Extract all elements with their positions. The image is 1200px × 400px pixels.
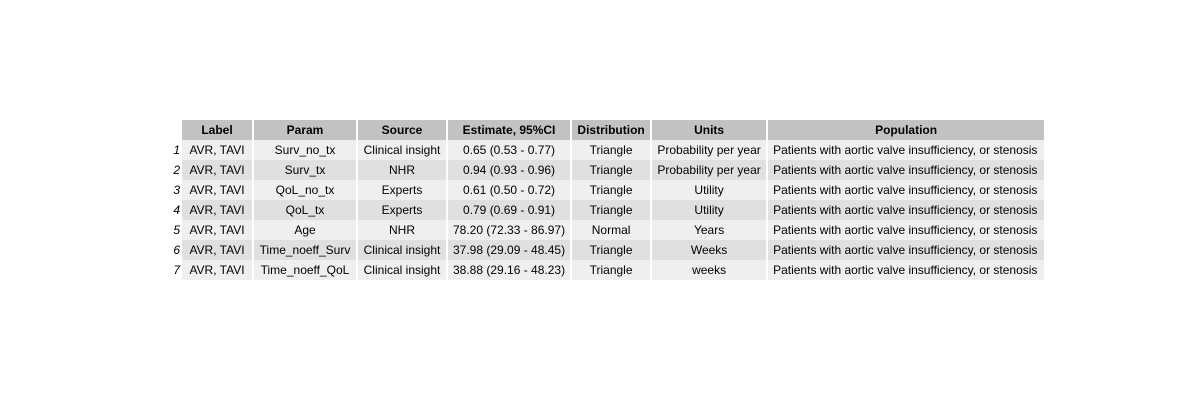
- cell-population: Patients with aortic valve insufficiency…: [768, 160, 1045, 180]
- cell-param: Time_noeff_Surv: [254, 240, 356, 260]
- cell-source: Experts: [358, 200, 446, 220]
- cell-source: Clinical insight: [358, 140, 446, 160]
- table-row: 7 AVR, TAVI Time_noeff_QoL Clinical insight…: [168, 260, 1045, 280]
- cell-source: Clinical insight: [358, 240, 446, 260]
- cell-population: Patients with aortic valve insufficiency…: [768, 220, 1045, 240]
- table-row: 2 AVR, TAVI Surv_tx NHR 0.94 (0.93 - 0.96) Tr…: [168, 160, 1045, 180]
- row-number: 2: [173, 163, 180, 177]
- table-row: 5 AVR, TAVI Age NHR 78.20 (72.33 - 86.97) Nor…: [168, 220, 1045, 240]
- cell-units: Probability per year: [652, 140, 767, 160]
- cell-label: AVR, TAVI: [182, 160, 252, 180]
- row-number: 6: [173, 243, 180, 257]
- cell-param: QoL_tx: [254, 200, 356, 220]
- cell-population: Patients with aortic valve insufficiency…: [768, 260, 1045, 280]
- cell-param: Surv_tx: [254, 160, 356, 180]
- column-header-label: Label: [182, 120, 252, 140]
- cell-distribution: Triangle: [572, 140, 651, 160]
- cell-label: AVR, TAVI: [182, 140, 252, 160]
- row-number: 1: [173, 143, 180, 157]
- row-number: 7: [173, 263, 180, 277]
- column-header-units: Units: [652, 120, 767, 140]
- table-row: 4 AVR, TAVI QoL_tx Experts 0.79 (0.69 - 0.91…: [168, 200, 1045, 220]
- column-header-population: Population: [768, 120, 1045, 140]
- cell-source: Clinical insight: [358, 260, 446, 280]
- cell-units: Years: [652, 220, 767, 240]
- cell-estimate: 0.94 (0.93 - 0.96): [448, 160, 571, 180]
- cell-estimate: 38.88 (29.16 - 48.23): [448, 260, 571, 280]
- cell-source: Experts: [358, 180, 446, 200]
- cell-label: AVR, TAVI: [182, 240, 252, 260]
- cell-estimate: 78.20 (72.33 - 86.97): [448, 220, 571, 240]
- row-number: 4: [173, 203, 180, 217]
- parameter-table-container: Label Param Source Estimate, 95%CI Distr…: [168, 120, 1046, 280]
- cell-units: Probability per year: [652, 160, 767, 180]
- column-header-source: Source: [358, 120, 446, 140]
- cell-label: AVR, TAVI: [182, 260, 252, 280]
- row-number: 3: [173, 183, 180, 197]
- cell-distribution: Triangle: [572, 160, 651, 180]
- cell-distribution: Triangle: [572, 240, 651, 260]
- cell-population: Patients with aortic valve insufficiency…: [768, 180, 1045, 200]
- column-header-param: Param: [254, 120, 356, 140]
- table-row: 1 AVR, TAVI Surv_no_tx Clinical insight 0.65…: [168, 140, 1045, 160]
- cell-distribution: Triangle: [572, 200, 651, 220]
- cell-population: Patients with aortic valve insufficiency…: [768, 140, 1045, 160]
- column-header-distribution: Distribution: [572, 120, 651, 140]
- cell-units: Weeks: [652, 240, 767, 260]
- table-header-row: Label Param Source Estimate, 95%CI Distr…: [168, 120, 1045, 140]
- cell-label: AVR, TAVI: [182, 220, 252, 240]
- cell-param: Surv_no_tx: [254, 140, 356, 160]
- cell-units: Utility: [652, 180, 767, 200]
- table-row: 3 AVR, TAVI QoL_no_tx Experts 0.61 (0.50 - 0…: [168, 180, 1045, 200]
- cell-distribution: Triangle: [572, 180, 651, 200]
- cell-param: QoL_no_tx: [254, 180, 356, 200]
- cell-param: Age: [254, 220, 356, 240]
- cell-estimate: 0.79 (0.69 - 0.91): [448, 200, 571, 220]
- cell-distribution: Triangle: [572, 260, 651, 280]
- row-number: 5: [173, 223, 180, 237]
- cell-population: Patients with aortic valve insufficiency…: [768, 200, 1045, 220]
- cell-estimate: 0.65 (0.53 - 0.77): [448, 140, 571, 160]
- cell-source: NHR: [358, 160, 446, 180]
- cell-label: AVR, TAVI: [182, 180, 252, 200]
- cell-source: NHR: [358, 220, 446, 240]
- cell-units: weeks: [652, 260, 767, 280]
- table-row: 6 AVR, TAVI Time_noeff_Surv Clinical insigh…: [168, 240, 1045, 260]
- cell-units: Utility: [652, 200, 767, 220]
- cell-param: Time_noeff_QoL: [254, 260, 356, 280]
- cell-distribution: Normal: [572, 220, 651, 240]
- cell-label: AVR, TAVI: [182, 200, 252, 220]
- cell-population: Patients with aortic valve insufficiency…: [768, 240, 1045, 260]
- table-body: 1 AVR, TAVI Surv_no_tx Clinical insight 0.65…: [168, 140, 1045, 280]
- cell-estimate: 37.98 (29.09 - 48.45): [448, 240, 571, 260]
- parameter-table: Label Param Source Estimate, 95%CI Distr…: [166, 120, 1046, 280]
- column-header-estimate: Estimate, 95%CI: [448, 120, 571, 140]
- cell-estimate: 0.61 (0.50 - 0.72): [448, 180, 571, 200]
- row-number-header: [168, 120, 180, 140]
